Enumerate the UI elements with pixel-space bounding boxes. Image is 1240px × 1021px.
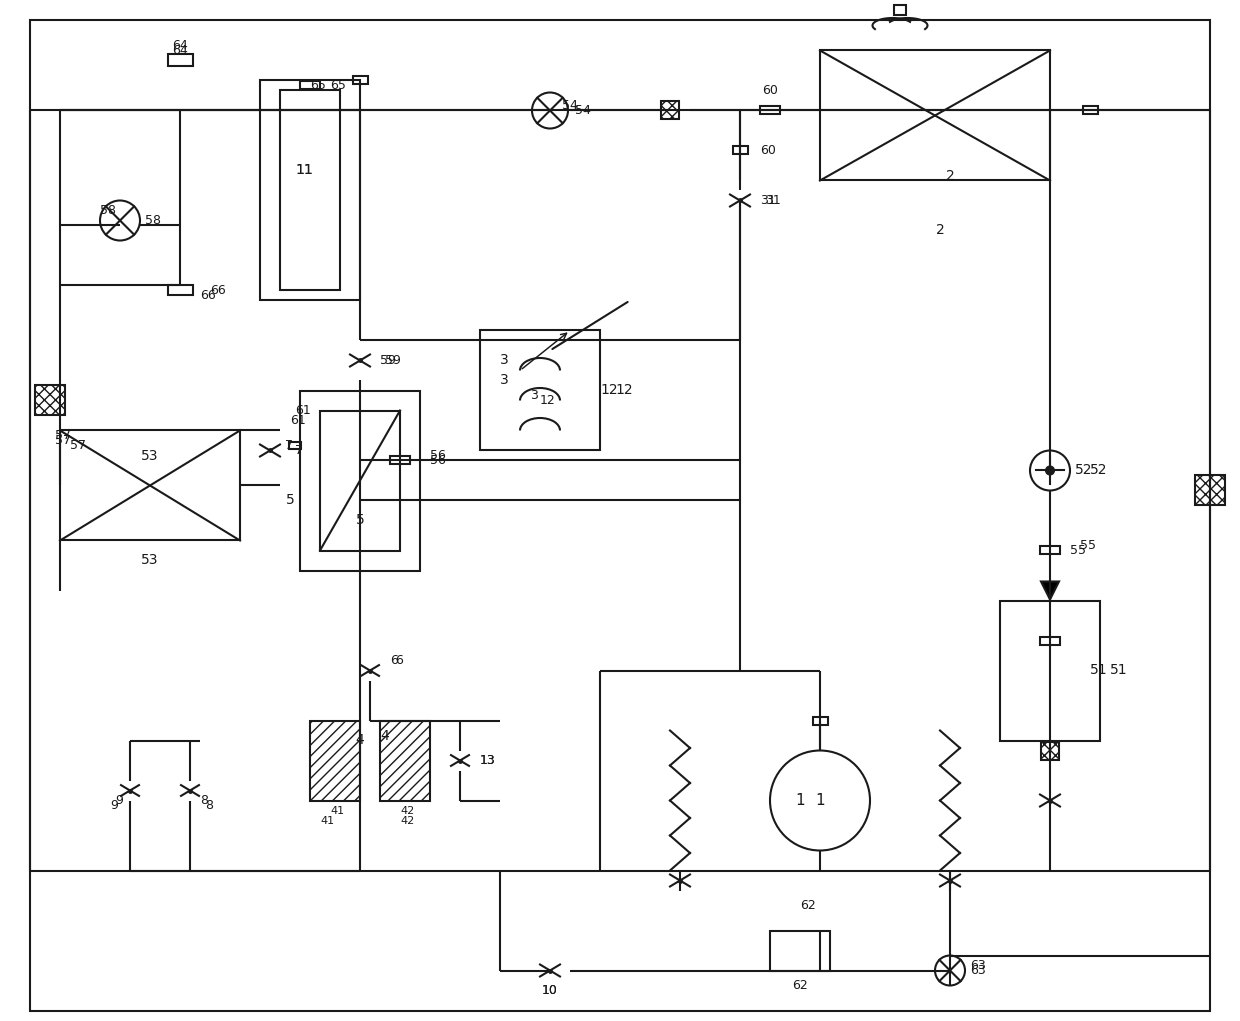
Text: 13: 13 [480,753,496,767]
Text: 66: 66 [210,284,226,297]
Text: 6: 6 [396,654,403,667]
Bar [35,386,64,416]
Text: 55: 55 [1080,539,1096,552]
Text: 7: 7 [295,444,303,457]
Bar [167,286,192,295]
Polygon shape [1042,582,1059,599]
Bar [391,456,410,465]
Text: 65: 65 [330,79,346,92]
Text: 53: 53 [141,553,159,568]
Bar [1040,546,1060,554]
Text: 12: 12 [615,384,632,397]
Text: 2: 2 [946,168,955,183]
Text: 57: 57 [69,439,86,452]
Text: 56: 56 [430,454,446,467]
Text: 3: 3 [500,374,508,388]
Text: 13: 13 [480,753,496,767]
Text: 31: 31 [765,194,781,207]
Bar [760,106,780,114]
Text: 3: 3 [500,353,508,368]
Text: 41: 41 [330,806,345,816]
Text: 5: 5 [285,493,294,507]
Text: 8: 8 [205,799,213,812]
Text: 12: 12 [539,394,556,407]
Bar [60,431,241,540]
Text: 10: 10 [542,984,558,996]
Text: 60: 60 [763,84,777,97]
Text: 42: 42 [401,806,414,816]
Text: 9: 9 [115,794,123,807]
Text: 57: 57 [55,434,71,447]
Text: 59: 59 [379,354,396,367]
Bar [167,54,192,66]
Bar [1040,636,1060,644]
Text: 61: 61 [295,404,311,417]
Text: 11: 11 [295,163,312,178]
Text: 58: 58 [145,214,161,227]
Text: 58: 58 [100,204,117,217]
Bar [1042,741,1059,760]
Text: 61: 61 [290,414,306,427]
Text: 6: 6 [391,654,398,667]
Text: 5: 5 [356,514,365,528]
Text: 54: 54 [562,99,578,112]
Text: 56: 56 [430,449,446,461]
Bar [280,91,340,291]
Text: 54: 54 [575,104,591,117]
Bar [812,717,827,725]
Text: 64: 64 [172,44,188,57]
Text: 59: 59 [384,354,401,367]
Bar [300,390,420,571]
Text: 31: 31 [760,194,776,207]
Text: 63: 63 [970,964,986,977]
Text: 7: 7 [285,439,293,452]
Bar [379,721,430,800]
Circle shape [1047,467,1054,475]
Bar [352,77,367,85]
Bar [894,5,906,15]
Text: 3: 3 [529,389,538,402]
Bar [310,721,360,800]
Text: 52: 52 [1075,464,1092,478]
Text: 12: 12 [600,384,618,397]
Bar [1195,476,1225,505]
Text: 51: 51 [1110,664,1127,678]
Text: 64: 64 [172,39,188,52]
Text: 62: 62 [792,979,808,992]
Bar [999,600,1100,740]
Text: 1: 1 [795,793,805,808]
Text: 1: 1 [815,793,825,808]
Text: 55: 55 [1070,544,1086,557]
Bar [820,50,1050,181]
Bar [480,331,600,450]
Bar [661,101,680,119]
Text: 53: 53 [141,448,159,463]
Text: 11: 11 [295,163,312,178]
Text: 62: 62 [800,900,816,912]
Text: 52: 52 [1090,464,1107,478]
Text: 65: 65 [310,79,326,92]
Bar [320,410,401,550]
Text: 4: 4 [379,729,389,742]
Bar [300,82,320,90]
Bar [770,930,830,971]
Text: 66: 66 [200,289,216,302]
Text: 60: 60 [760,144,776,157]
Text: 8: 8 [200,794,208,807]
Text: 63: 63 [970,959,986,972]
Bar [260,81,360,300]
Text: 57: 57 [55,429,71,442]
Text: 42: 42 [401,816,414,826]
Text: 2: 2 [936,224,945,238]
Text: 4: 4 [356,733,365,747]
Bar [289,442,301,449]
Text: 9: 9 [110,799,118,812]
Text: 10: 10 [542,984,558,996]
Text: 41: 41 [320,816,334,826]
Text: 51: 51 [1090,664,1107,678]
Bar [733,146,748,154]
Bar [1083,106,1097,114]
